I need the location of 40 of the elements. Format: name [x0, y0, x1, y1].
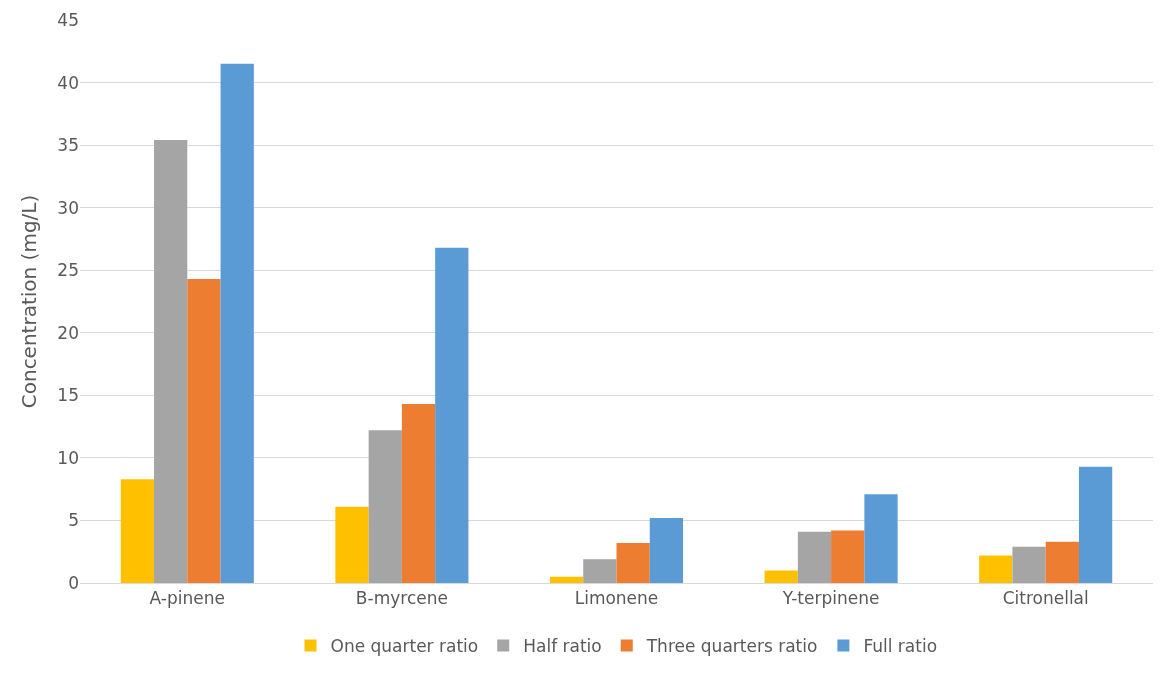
y-tick-label: 35: [57, 135, 79, 156]
y-tick-label: 45: [57, 9, 79, 30]
bar: [1045, 541, 1079, 583]
y-tick-label: 40: [57, 72, 79, 93]
bar: [1078, 466, 1113, 583]
bar: [120, 479, 155, 583]
bar: [549, 576, 584, 583]
x-tick-label: Citronellal: [1002, 588, 1089, 609]
bar: [764, 570, 798, 583]
bar: [797, 531, 832, 583]
bar: [583, 559, 617, 583]
bar: [649, 517, 684, 583]
bar: [401, 404, 436, 583]
y-tick-label: 30: [57, 197, 79, 218]
bar: [335, 506, 369, 583]
x-tick-label: Limonene: [574, 588, 659, 609]
bar: [616, 542, 650, 583]
bar: [1012, 546, 1046, 583]
bar: [864, 494, 898, 583]
bar: [187, 278, 221, 583]
legend-label: Half ratio: [523, 636, 602, 657]
bar: [368, 430, 402, 583]
y-tick-label: 25: [57, 260, 79, 281]
y-tick-label: 15: [57, 385, 79, 406]
y-tick-label: 20: [57, 322, 79, 343]
bar: [154, 140, 188, 583]
y-axis-title: Concentration (mg/L): [16, 194, 41, 409]
bar: [979, 555, 1013, 583]
legend-label: Three quarters ratio: [645, 636, 818, 657]
x-tick-label: B-myrcene: [355, 588, 448, 609]
legend-label: One quarter ratio: [330, 636, 479, 657]
y-tick-label: 0: [68, 572, 79, 593]
x-tick-label: Y-terpinene: [781, 588, 880, 609]
legend-label: Full ratio: [863, 636, 938, 657]
y-tick-label: 10: [57, 447, 79, 468]
bar: [435, 247, 469, 583]
bar: [220, 63, 254, 583]
x-tick-label: A-pinene: [149, 588, 225, 609]
bar: [831, 530, 865, 583]
y-tick-label: 5: [68, 510, 79, 531]
